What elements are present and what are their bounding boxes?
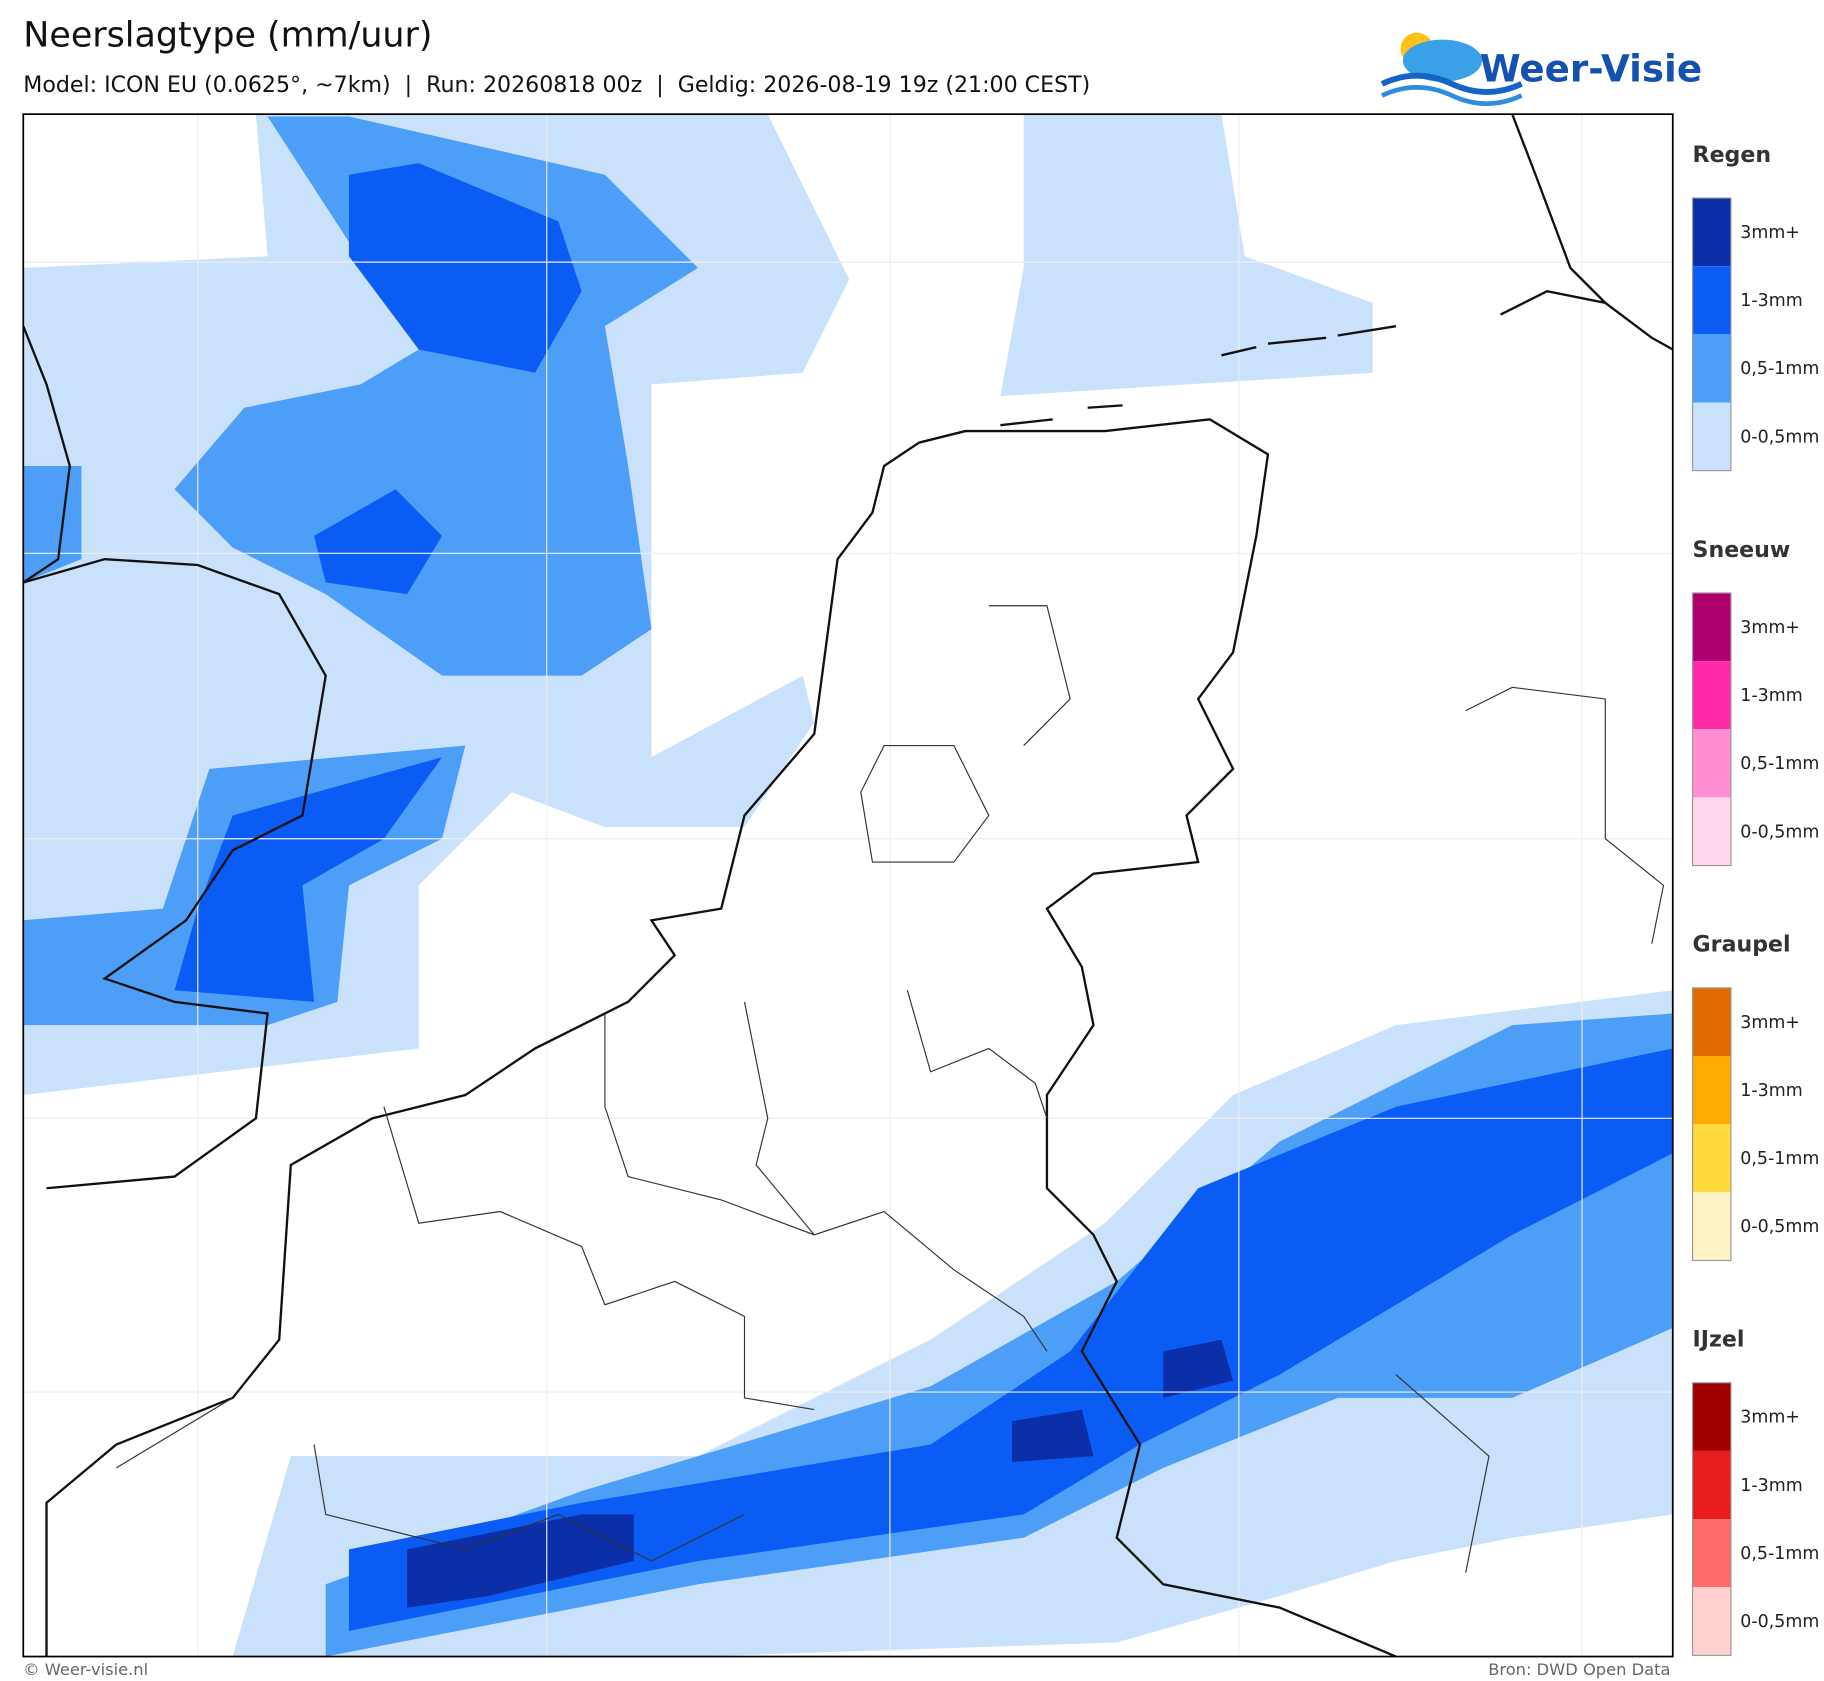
legend-label: 3mm+ <box>1740 223 1800 243</box>
footer-right: Bron: DWD Open Data <box>1488 1660 1670 1679</box>
legend-frame <box>1691 1382 1732 1656</box>
legend-swatch <box>1692 797 1731 866</box>
legend-swatch <box>1692 266 1731 335</box>
legend-title: IJzel <box>1693 1327 1745 1353</box>
legend-swatch <box>1692 592 1731 662</box>
legend-label: 0,5-1mm <box>1740 359 1819 379</box>
borders <box>116 605 1665 1573</box>
legend-swatch <box>1692 661 1731 730</box>
legend-label: 0,5-1mm <box>1740 1149 1819 1169</box>
legend-label: 0,5-1mm <box>1740 754 1819 774</box>
legend-label: 0-0,5mm <box>1740 822 1819 842</box>
legend-swatch <box>1692 987 1731 1057</box>
title: Neerslagtype (mm/uur) <box>23 16 432 56</box>
legend-swatch <box>1692 1382 1731 1451</box>
legend-swatch <box>1692 729 1731 798</box>
logo-text: Weer-Visie <box>1480 47 1702 91</box>
coastlines <box>23 114 1673 1657</box>
legend-swatch <box>1692 1519 1731 1588</box>
legend-swatch <box>1692 1587 1731 1656</box>
legend-label: 1-3mm <box>1740 686 1802 706</box>
precip-extreme <box>407 1339 1234 1608</box>
legend-swatch <box>1692 1192 1731 1261</box>
legend-frame <box>1691 197 1732 472</box>
logo: Weer-Visie <box>1380 32 1702 106</box>
legend-label: 3mm+ <box>1740 1013 1800 1033</box>
legend-label: 0,5-1mm <box>1740 1544 1819 1564</box>
legend-swatch <box>1692 1124 1731 1193</box>
legend-frame <box>1691 987 1732 1262</box>
map <box>23 114 1673 1657</box>
legend-label: 1-3mm <box>1740 291 1802 311</box>
legend-title: Graupel <box>1693 932 1791 958</box>
legend-label: 0-0,5mm <box>1740 1612 1819 1632</box>
legend-label: 0-0,5mm <box>1740 427 1819 447</box>
legend-label: 1-3mm <box>1740 1081 1802 1101</box>
legend-swatch <box>1692 1450 1731 1520</box>
legend-label: 0-0,5mm <box>1740 1217 1819 1237</box>
legend-swatch <box>1692 402 1731 471</box>
legend-label: 3mm+ <box>1740 618 1800 638</box>
legend-swatch <box>1692 198 1731 267</box>
legend-title: Sneeuw <box>1693 537 1791 563</box>
legend-swatch <box>1692 1056 1731 1125</box>
legend-label: 3mm+ <box>1740 1408 1800 1428</box>
precip-heavy <box>174 163 1673 1631</box>
subtitle: Model: ICON EU (0.0625°, ~7km) | Run: 20… <box>23 72 1090 98</box>
legend: Regen 3mm+ 1-3mm 0,5-1mm 0-0,5mm Sneeuw 3mm+ 1-… <box>1691 142 1819 1656</box>
graticule <box>23 114 1673 1657</box>
legend-frame <box>1691 592 1732 867</box>
legend-label: 1-3mm <box>1740 1476 1802 1496</box>
legend-swatch <box>1692 334 1731 403</box>
footer-left: © Weer-visie.nl <box>23 1660 148 1679</box>
map-frame <box>22 113 1674 1658</box>
legend-title: Regen <box>1693 142 1772 168</box>
